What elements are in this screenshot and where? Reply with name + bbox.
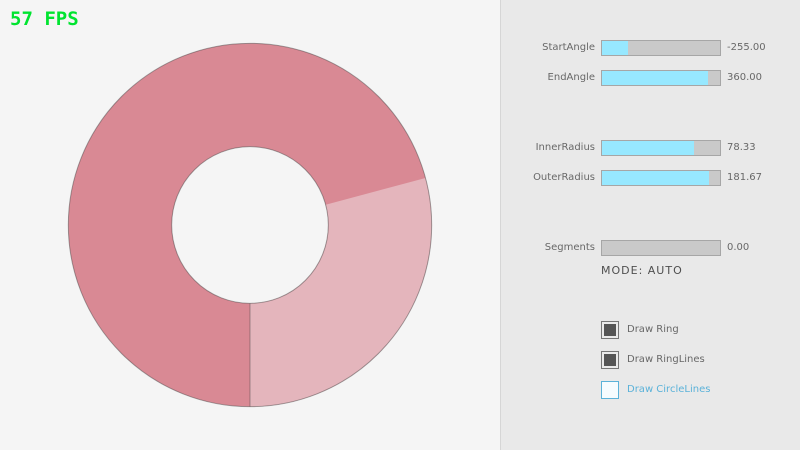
endangle-slider-fill [602, 71, 709, 85]
endangle-label: EndAngle [547, 72, 595, 83]
draw-circlelines-checkbox[interactable] [601, 381, 619, 399]
endangle-value: 360.00 [727, 72, 762, 83]
startangle-slider[interactable] [601, 40, 721, 56]
draw-ringlines-checkbox[interactable] [601, 351, 619, 369]
ring-canvas: 57 FPS [10, 8, 433, 408]
outerradius-slider[interactable] [601, 170, 721, 186]
startangle-label: StartAngle [542, 42, 595, 53]
row-endangle: EndAngle 360.00 [501, 70, 800, 86]
row-startangle: StartAngle -255.00 [501, 40, 800, 56]
ring-sector-light [250, 177, 432, 407]
outerradius-slider-fill [602, 171, 710, 185]
draw-circlelines-label: Draw CircleLines [627, 384, 711, 395]
segments-slider[interactable] [601, 240, 721, 256]
innerradius-slider[interactable] [601, 140, 721, 156]
checkbox-row-draw-ringlines: Draw RingLines [601, 350, 705, 370]
checkbox-row-draw-ring: Draw Ring [601, 320, 679, 340]
outerradius-value: 181.67 [727, 172, 762, 183]
check-mark [604, 354, 616, 366]
row-innerradius: InnerRadius 78.33 [501, 140, 800, 156]
segments-label: Segments [544, 242, 595, 253]
segments-value: 0.00 [727, 242, 750, 253]
segments-mode-label: MODE: AUTO [601, 264, 683, 277]
draw-ringlines-label: Draw RingLines [627, 354, 705, 365]
check-mark [604, 324, 616, 336]
innerradius-slider-fill [602, 141, 695, 155]
innerradius-label: InnerRadius [535, 142, 595, 153]
endangle-slider[interactable] [601, 70, 721, 86]
outer-circle-outline [67, 42, 433, 408]
startangle-value: -255.00 [727, 42, 766, 53]
row-outerradius: OuterRadius 181.67 [501, 170, 800, 186]
row-segments: Segments 0.00 [501, 240, 800, 256]
inner-circle-outline [171, 146, 329, 304]
draw-ring-label: Draw Ring [627, 324, 679, 335]
draw-ring-checkbox[interactable] [601, 321, 619, 339]
innerradius-value: 78.33 [727, 142, 756, 153]
outerradius-label: OuterRadius [533, 172, 595, 183]
checkbox-row-draw-circlelines: Draw CircleLines [601, 380, 710, 400]
fps-counter: 57 FPS [10, 8, 79, 30]
startangle-slider-fill [602, 41, 628, 55]
ring-drawing [67, 42, 433, 408]
controls-panel: StartAngle -255.00 EndAngle 360.00 Inner… [500, 0, 800, 450]
